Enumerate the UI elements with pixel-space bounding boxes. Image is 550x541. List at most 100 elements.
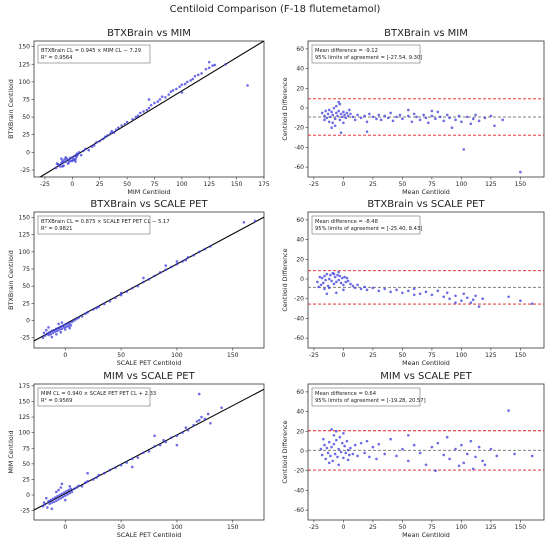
data-point [142, 280, 145, 284]
x-tick-label: 75 [428, 181, 436, 188]
data-point [395, 115, 398, 119]
data-point [483, 116, 487, 120]
data-point [371, 115, 375, 119]
data-point [43, 334, 47, 337]
data-point [477, 445, 481, 449]
data-point [86, 310, 89, 314]
data-point [353, 118, 357, 122]
annotation-text: R² = 0.9821 [41, 226, 72, 232]
data-point [454, 294, 457, 298]
data-point [320, 453, 324, 457]
x-axis-label: SCALE PET Centiloid [117, 531, 182, 539]
data-point [349, 446, 352, 450]
data-point [466, 296, 469, 300]
data-point [108, 299, 112, 303]
data-point [324, 457, 328, 461]
y-tick-label: 25 [22, 132, 30, 139]
y-tick-label: -60 [294, 335, 304, 342]
data-point [81, 149, 85, 153]
x-tick-label: 0 [63, 352, 67, 359]
data-point [377, 442, 381, 446]
data-point [200, 415, 203, 419]
data-point [153, 434, 156, 438]
data-point [246, 84, 249, 87]
data-point [346, 279, 350, 283]
data-point [336, 114, 339, 118]
data-point [53, 496, 57, 499]
data-point [189, 79, 192, 82]
data-point [442, 119, 446, 123]
data-point [326, 284, 330, 288]
data-point [164, 96, 167, 99]
data-point [186, 80, 189, 84]
data-point [331, 121, 335, 125]
data-point [474, 113, 477, 117]
data-point [200, 72, 203, 75]
data-point [170, 265, 173, 269]
data-point [507, 295, 510, 299]
data-point [359, 287, 363, 291]
x-tick-label: 125 [485, 352, 497, 359]
data-point [75, 486, 78, 489]
y-tick-label: 25 [22, 476, 30, 483]
data-point [351, 452, 355, 456]
data-point [329, 273, 332, 277]
data-point [336, 273, 339, 277]
data-point [330, 428, 333, 431]
data-point [368, 455, 371, 459]
data-point [147, 106, 151, 110]
data-point [169, 90, 173, 94]
data-point [365, 288, 369, 292]
data-point [519, 170, 522, 174]
data-point [460, 443, 463, 447]
x-tick-label: 0 [341, 352, 345, 359]
data-point [136, 456, 140, 459]
data-point [481, 459, 484, 463]
data-point [469, 439, 473, 443]
data-point [335, 104, 338, 108]
data-point [316, 280, 319, 284]
data-point [530, 454, 534, 458]
data-point [197, 392, 201, 396]
data-point [495, 454, 499, 458]
y-tick-label: -60 [294, 507, 304, 514]
data-point [330, 126, 333, 130]
data-point [519, 299, 522, 302]
data-point [209, 422, 212, 425]
data-point [436, 110, 440, 114]
data-point [79, 153, 83, 157]
data-point [323, 443, 326, 447]
data-point [448, 297, 451, 301]
data-point [322, 437, 325, 441]
data-point [327, 277, 331, 281]
data-point [329, 115, 332, 119]
data-point [109, 132, 112, 135]
data-point [348, 108, 351, 112]
y-tick-label: 60 [296, 46, 304, 53]
x-tick-label: 50 [399, 181, 407, 188]
data-point [67, 324, 70, 328]
data-point [353, 443, 357, 447]
data-point [75, 152, 79, 156]
data-point [344, 116, 348, 120]
data-point [389, 290, 392, 294]
data-point [338, 274, 342, 278]
data-point [450, 126, 454, 130]
data-point [242, 221, 246, 224]
data-point [196, 73, 200, 77]
data-point [86, 471, 89, 475]
data-point [395, 454, 398, 458]
x-tick-label: 25 [369, 524, 377, 531]
data-point [55, 499, 58, 502]
regression-line [34, 388, 264, 511]
data-point [69, 487, 73, 491]
y-tick-label: 125 [19, 61, 31, 68]
data-point [442, 453, 446, 457]
panel-btxbrain-vs-mim-bland-altman: BTXBrain vs MIM -25 0 25 50 75 100 125 150 -60 -40… [281, 28, 545, 196]
data-point [344, 280, 348, 284]
data-point [138, 111, 142, 115]
data-point [41, 336, 45, 339]
data-point [167, 93, 171, 96]
data-point [349, 282, 352, 286]
data-point [59, 330, 63, 334]
